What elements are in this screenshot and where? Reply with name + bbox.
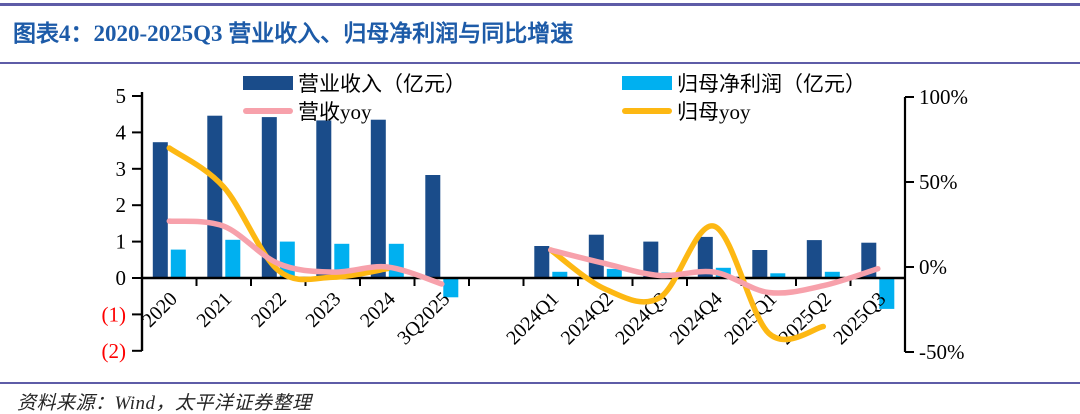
revenue-bar (152, 142, 168, 278)
left-tick-label: 1 (116, 230, 127, 254)
profit-yoy-line (548, 223, 827, 343)
revenue-bar (534, 246, 550, 278)
legend-swatch-revenue-yoy (243, 108, 293, 114)
title-divider (0, 62, 1080, 64)
category-label: 2025Q3 (829, 288, 890, 349)
revenue-bar (643, 241, 659, 278)
revenue-bar (316, 120, 332, 279)
legend-label-revenue: 营业收入（亿元） (298, 72, 466, 96)
left-tick-label: (1) (102, 302, 127, 326)
left-tick-label: 3 (116, 157, 127, 181)
left-tick-label: 5 (116, 84, 127, 108)
profit-bar (606, 268, 622, 278)
footer-divider (0, 382, 1080, 384)
profit-bar (879, 278, 895, 309)
profit-bar (824, 271, 840, 278)
right-tick-label: 0% (919, 255, 947, 279)
right-tick-label: 100% (919, 85, 968, 109)
revenue-bar (261, 117, 277, 278)
category-label: 2021 (192, 288, 236, 332)
chart-area: 5 4 3 2 1 0 (1) (2) 100% 50% 0% -50% 2020 2021 2022 202… (0, 64, 1080, 382)
legend-label-net-profit: 归母净利润（亿元） (677, 72, 866, 96)
right-tick-label: -50% (919, 340, 965, 364)
category-label: 2024Q4 (666, 288, 727, 349)
profit-bar (443, 278, 459, 298)
category-label: 2024Q1 (502, 288, 563, 349)
left-tick-label: 0 (116, 266, 127, 290)
profit-bar (770, 273, 786, 278)
legend-swatch-net-profit (622, 76, 672, 90)
legend-item-revenue-yoy: 营收yoy (243, 96, 372, 126)
top-rule (0, 3, 1080, 6)
category-label: 2024 (356, 288, 400, 332)
legend-swatch-profit-yoy (622, 108, 672, 114)
revenue-bar (370, 119, 386, 278)
revenue-bar (207, 115, 223, 278)
revenue-bar (806, 240, 822, 278)
legend-label-revenue-yoy: 营收yoy (298, 100, 372, 124)
figure-title: 图表4：2020-2025Q3 营业收入、归母净利润与同比增速 (13, 21, 574, 46)
legend-item-revenue: 营业收入（亿元） (243, 68, 466, 98)
profit-bar (552, 271, 568, 278)
revenue-bar (697, 236, 713, 278)
revenue-bar (425, 175, 441, 278)
revenue-yoy-line (166, 218, 445, 287)
profit-yoy-line (166, 145, 391, 283)
revenue-bar (588, 234, 604, 278)
left-tick-label: 4 (116, 120, 127, 144)
category-label: 3Q2025 (393, 288, 454, 349)
legend-item-net-profit: 归母净利润（亿元） (622, 68, 866, 98)
right-tick-label: 50% (919, 170, 958, 194)
revenue-yoy-line (548, 247, 881, 296)
source-note: 资料来源：Wind，太平洋证券整理 (17, 393, 312, 414)
category-label: 2020 (138, 288, 182, 332)
legend-swatch-revenue (243, 76, 293, 90)
profit-bar (170, 249, 186, 278)
category-label: 2022 (247, 288, 291, 332)
category-label: 2024Q2 (557, 288, 618, 349)
legend-label-profit-yoy: 归母yoy (677, 100, 751, 124)
left-tick-label: 2 (116, 193, 127, 217)
revenue-bar (752, 250, 768, 278)
left-tick-label: (2) (102, 339, 127, 363)
category-label: 2023 (301, 288, 345, 332)
profit-bar (225, 239, 241, 278)
legend-item-profit-yoy: 归母yoy (622, 96, 751, 126)
